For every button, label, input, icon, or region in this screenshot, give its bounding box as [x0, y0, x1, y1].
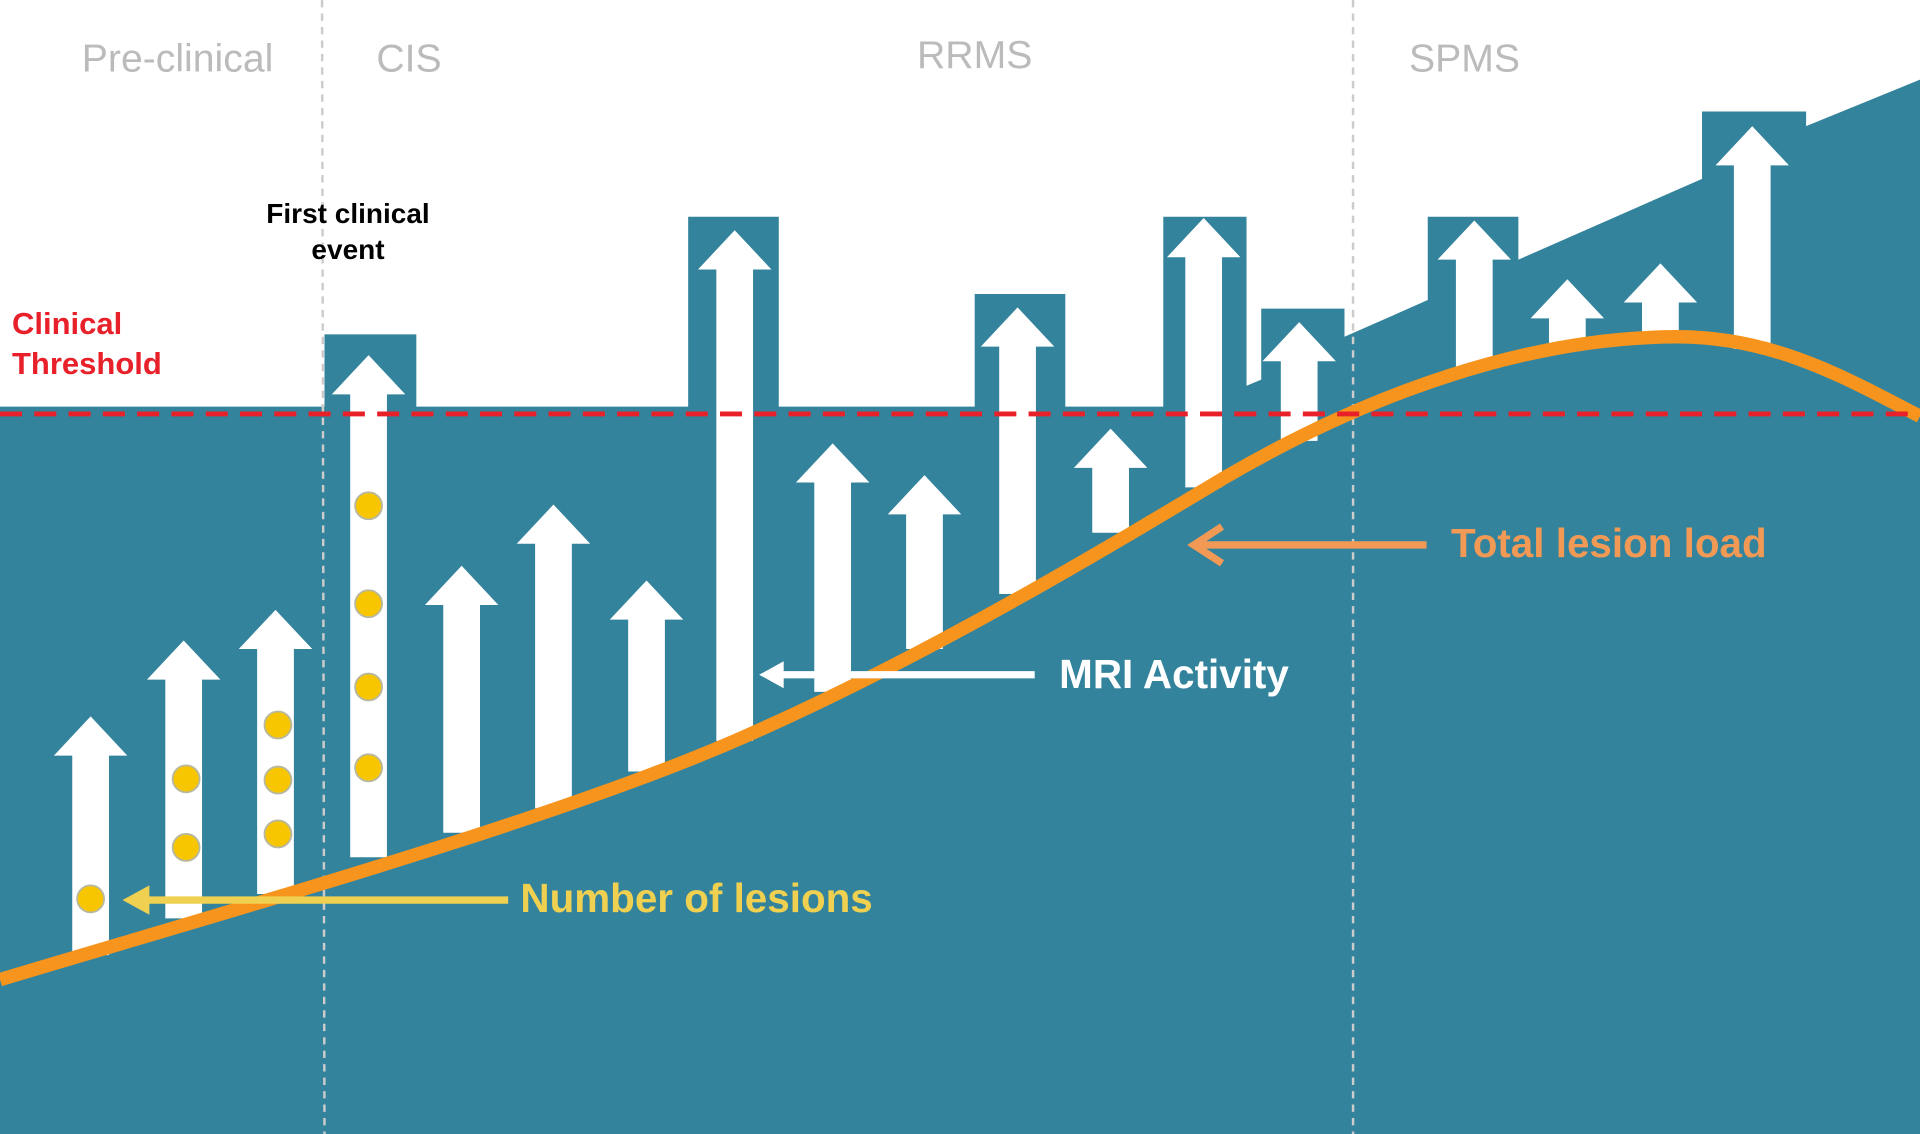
lesion-dot — [354, 753, 383, 783]
callout-arrow — [1187, 523, 1427, 567]
up-arrow — [1437, 220, 1512, 368]
lesion-dot — [171, 764, 201, 794]
lesion-dot — [171, 833, 201, 862]
up-arrow — [795, 443, 870, 692]
phase-label: SPMS — [1409, 38, 1520, 81]
phase-label: CIS — [376, 38, 441, 81]
callout-arrow — [122, 885, 509, 915]
callout-label: Total lesion load — [1451, 520, 1767, 566]
lesion-dot — [354, 672, 383, 702]
up-arrow — [1262, 322, 1336, 441]
threshold-label: Clinical Threshold — [12, 306, 162, 382]
up-arrow — [1623, 263, 1698, 343]
callout-label: Number of lesions — [520, 875, 872, 921]
background-area — [0, 79, 1920, 1134]
total-lesion-curve — [0, 330, 1920, 987]
lesion-dot — [76, 884, 105, 914]
lesion-dot — [354, 491, 383, 521]
up-arrow — [1166, 218, 1241, 488]
lesion-dot — [354, 589, 383, 619]
up-arrow — [424, 565, 499, 833]
up-arrow — [887, 475, 962, 650]
phase-label: RRMS — [917, 34, 1032, 77]
phase-divider — [320, 0, 326, 1134]
lesion-dot — [263, 710, 293, 740]
event-label: First clinical event — [266, 198, 430, 266]
up-arrow — [980, 307, 1055, 594]
up-arrow — [516, 504, 591, 809]
up-arrow — [1073, 428, 1148, 533]
lesion-dot — [263, 765, 293, 795]
phase-label: Pre-clinical — [82, 38, 274, 81]
up-arrow — [609, 580, 684, 772]
lesion-dots — [76, 491, 383, 914]
up-arrow — [697, 230, 772, 741]
up-arrow — [1530, 279, 1605, 350]
lesion-dot — [263, 819, 293, 849]
up-arrow — [1715, 126, 1789, 350]
callout-label: MRI Activity — [1059, 651, 1289, 697]
callout-arrow — [759, 661, 1035, 689]
